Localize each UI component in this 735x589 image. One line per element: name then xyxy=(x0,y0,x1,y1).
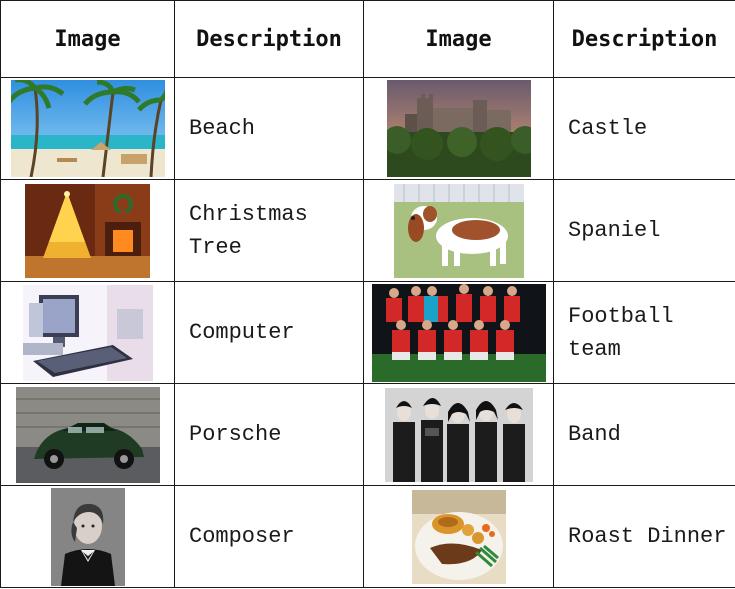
description-cell: Composer xyxy=(174,485,364,588)
description-cell: Porsche xyxy=(174,383,364,486)
table-row: Computer xyxy=(0,281,735,384)
roast-dinner-photo xyxy=(411,489,506,584)
description-cell: Computer xyxy=(174,281,364,384)
description-cell: Band xyxy=(553,383,735,486)
computer-photo xyxy=(22,284,153,381)
composer-photo xyxy=(50,487,125,586)
football-team-photo xyxy=(371,283,546,382)
table-row: Christmas Tree xyxy=(0,179,735,282)
description-cell: Roast Dinner xyxy=(553,485,735,588)
table-row: Beach xyxy=(0,77,735,180)
table-row: Composer xyxy=(0,485,735,588)
table-row: Porsche xyxy=(0,383,735,486)
description-cell: Christmas Tree xyxy=(174,179,364,282)
christmas-tree-photo xyxy=(25,183,150,278)
header-row: Image Description Image Description xyxy=(0,0,735,78)
porsche-photo xyxy=(15,386,160,483)
description-cell: Castle xyxy=(553,77,735,180)
description-cell: Spaniel xyxy=(553,179,735,282)
castle-photo xyxy=(386,80,531,177)
header-description-1: Description xyxy=(174,0,364,78)
band-photo xyxy=(384,387,533,482)
header-image-2: Image xyxy=(363,0,554,78)
beach-photo xyxy=(10,80,165,177)
description-cell: Football team xyxy=(553,281,735,384)
spaniel-photo xyxy=(393,183,524,278)
header-image-1: Image xyxy=(0,0,175,78)
header-description-2: Description xyxy=(553,0,735,78)
description-cell: Beach xyxy=(174,77,364,180)
